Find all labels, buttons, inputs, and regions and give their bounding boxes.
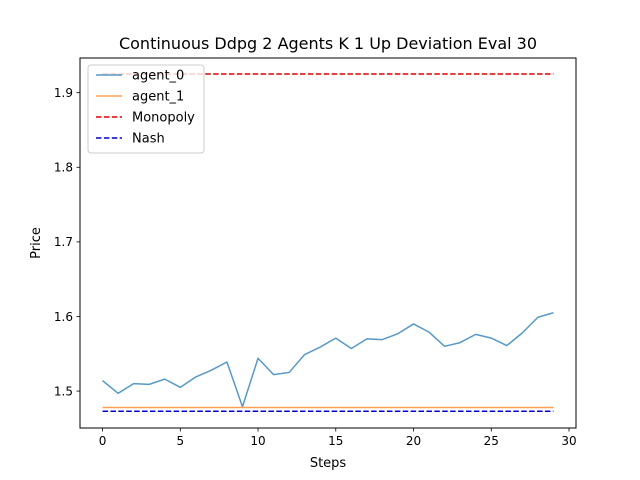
y-tick-label: 1.9 bbox=[54, 86, 73, 100]
y-tick-label: 1.7 bbox=[54, 235, 73, 249]
y-axis-label: Price bbox=[29, 227, 44, 259]
legend: agent_0 agent_1 Monopoly Nash bbox=[87, 64, 205, 154]
plot-frame bbox=[79, 57, 577, 429]
legend-label: Monopoly bbox=[132, 111, 195, 126]
x-tick-label: 0 bbox=[99, 434, 107, 448]
x-tick-label: 10 bbox=[250, 434, 265, 448]
x-tick-label: 30 bbox=[561, 434, 576, 448]
y-tick-label: 1.5 bbox=[54, 384, 73, 398]
legend-label: Nash bbox=[132, 132, 165, 147]
x-axis: 0 5 10 15 20 25 30 bbox=[99, 428, 577, 448]
y-axis: 1.5 1.6 1.7 1.8 1.9 bbox=[54, 86, 80, 398]
legend-box bbox=[87, 64, 205, 154]
x-tick-label: 25 bbox=[484, 434, 499, 448]
chart-title: Continuous Ddpg 2 Agents K 1 Up Deviatio… bbox=[119, 34, 537, 53]
x-tick-label: 15 bbox=[328, 434, 343, 448]
legend-label: agent_1 bbox=[132, 90, 184, 105]
y-tick-label: 1.6 bbox=[54, 310, 73, 324]
x-tick-label: 5 bbox=[176, 434, 184, 448]
y-tick-label: 1.8 bbox=[54, 161, 73, 175]
x-axis-label: Steps bbox=[310, 456, 347, 471]
series-line-agent-0 bbox=[102, 312, 554, 408]
x-tick-label: 20 bbox=[406, 434, 421, 448]
legend-label: agent_0 bbox=[132, 69, 184, 84]
